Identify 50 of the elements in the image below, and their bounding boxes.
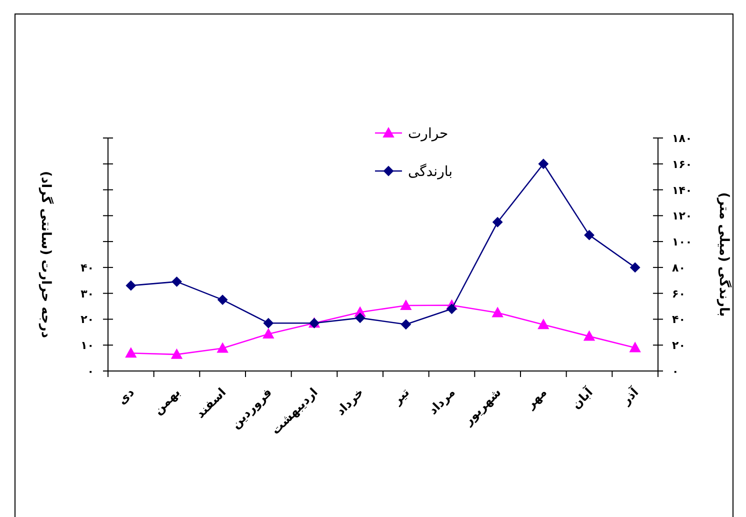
- x-tick-label: تیر: [390, 385, 412, 408]
- y2-tick-label: ۴۰: [672, 313, 686, 326]
- point: [492, 217, 503, 228]
- y-axis-title: درجه حرارت (سانتی گراد): [38, 170, 54, 338]
- point: [218, 294, 228, 305]
- legend-label: حرارت: [408, 126, 448, 142]
- point: [492, 307, 504, 318]
- y2-tick-label: ۱۴۰: [672, 184, 692, 197]
- y2-tick-label: ۱۲۰: [672, 210, 692, 223]
- legend-label: بارندگی: [408, 163, 453, 180]
- point: [446, 304, 457, 314]
- point: [538, 158, 548, 169]
- point: [584, 330, 595, 341]
- y-tick-label: ۴۰: [80, 261, 94, 274]
- y2-tick-label: ۰: [672, 365, 679, 378]
- x-tick-label: دی: [115, 385, 138, 408]
- point: [630, 262, 640, 272]
- y2-tick-label: ۸۰: [672, 261, 686, 274]
- point: [355, 312, 366, 323]
- x-tick-label: خرداد: [333, 385, 366, 418]
- point: [538, 319, 549, 330]
- y2-tick-label: ۱۰۰: [672, 236, 692, 249]
- point: [584, 230, 594, 240]
- point: [400, 319, 411, 330]
- x-tick-label: شهریور: [460, 385, 504, 428]
- point: [262, 328, 274, 338]
- point: [217, 342, 228, 353]
- y-tick-label: ۱۰: [80, 339, 94, 352]
- point: [125, 348, 136, 358]
- y2-tick-label: ۶۰: [672, 287, 686, 300]
- y2-tick-label: ۲۰: [672, 339, 686, 352]
- y-tick-label: ۲۰: [80, 313, 94, 326]
- y2-axis-title: بارندگی (میلی متر): [716, 192, 732, 317]
- point: [400, 300, 412, 310]
- x-tick-label: بهمن: [150, 385, 183, 418]
- y2-tick-label: ۱۶۰: [672, 158, 692, 171]
- x-tick-label: فروردین: [228, 385, 275, 432]
- point: [630, 342, 641, 352]
- point: [171, 348, 182, 359]
- point: [126, 280, 136, 291]
- y-tick-label: ۳۰: [80, 287, 94, 300]
- point: [172, 276, 182, 287]
- x-tick-label: اسفند: [193, 385, 229, 421]
- y2-tick-label: ۱۸۰: [672, 132, 692, 145]
- y-tick-label: ۰: [87, 365, 94, 378]
- x-tick-label: مرداد: [426, 385, 458, 418]
- x-tick-label: آذر: [618, 384, 642, 408]
- x-tick-label: آبان: [568, 384, 596, 412]
- x-tick-label: مهر: [522, 385, 550, 412]
- point: [263, 318, 274, 328]
